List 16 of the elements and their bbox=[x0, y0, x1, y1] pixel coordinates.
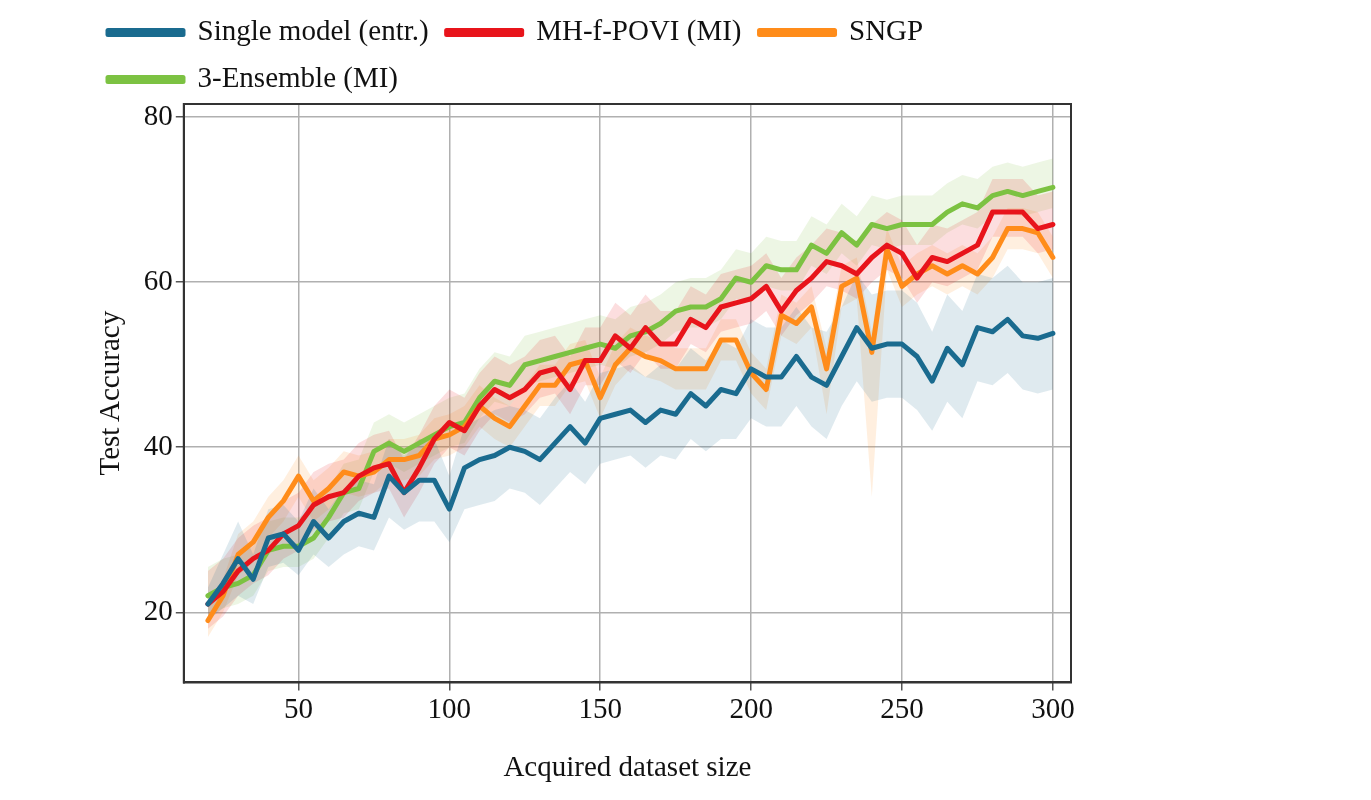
x-tick-label: 300 bbox=[1031, 692, 1075, 725]
x-tick-label: 200 bbox=[729, 692, 773, 725]
legend-label: SNGP bbox=[849, 14, 924, 47]
legend-label: Single model (entr.) bbox=[197, 14, 429, 48]
x-tick-label: 150 bbox=[578, 692, 622, 725]
x-tick-label: 50 bbox=[283, 692, 313, 725]
x-axis-title: Acquired dataset size bbox=[503, 750, 752, 783]
x-tick-label: 250 bbox=[880, 692, 924, 725]
legend-label: MH-f-POVI (MI) bbox=[536, 14, 742, 48]
y-axis-title: Test Accuracy bbox=[93, 310, 126, 476]
y-tick-label: 80 bbox=[143, 98, 173, 131]
y-tick-label: 20 bbox=[143, 593, 173, 626]
y-tick-label: 60 bbox=[143, 263, 173, 296]
legend-label: 3-Ensemble (MI) bbox=[197, 61, 399, 95]
x-tick-label: 100 bbox=[427, 692, 472, 725]
y-tick-label: 40 bbox=[143, 428, 173, 461]
